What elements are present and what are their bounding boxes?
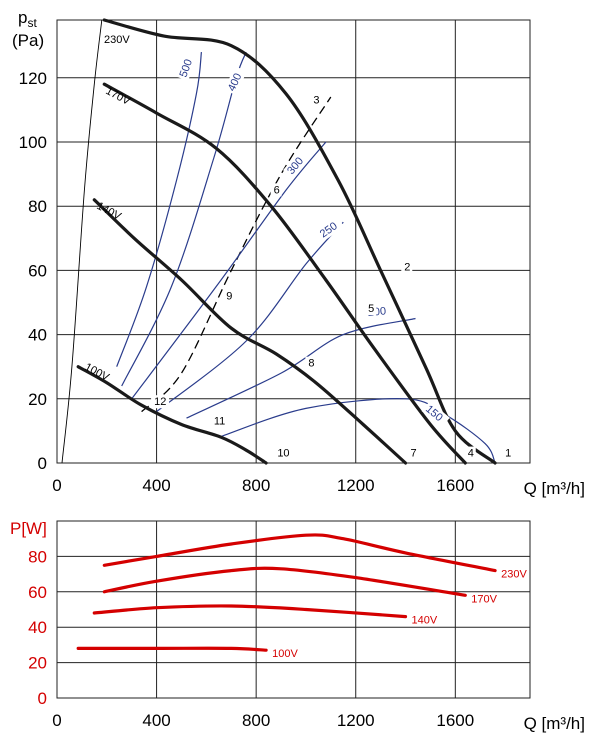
y-tick-label: 40 [28,326,47,345]
y-axis-label: pst [18,8,37,30]
y-tick-label: 0 [38,454,47,473]
voltage-label-230V: 230V [104,34,130,46]
point-label-bg [274,446,293,460]
point-label-4: 4 [468,448,474,460]
power-label-100V: 100V [272,648,298,660]
voltage-curve-140V [92,198,408,465]
y-axis-label-subscript: st [27,16,37,30]
efficiency-label-bg [421,401,450,428]
efficiency-label-bg [175,52,198,81]
pressure-chart: 0 400 800 1200 1600 0 20 40 60 80 100 120 pst(Pa) Q [… [12,8,585,498]
point-label-bg [407,446,419,460]
point-label-1: 1 [505,448,511,460]
x-tick-label: 1600 [436,476,474,495]
x-tick-label: 0 [52,711,61,730]
point-label-9: 9 [226,290,232,302]
efficiency-label-bg [224,66,247,96]
efficiency-curve-500 [116,52,202,367]
point-label-7: 7 [411,448,417,460]
point-label-11: 11 [214,415,225,427]
point-label-bg [270,183,282,197]
voltage-curve-230V [102,18,497,465]
y-tick-label: 100 [19,133,47,152]
y-tick-label: 20 [28,390,47,409]
efficiency-curve-200 [186,317,416,419]
x-tick-label: 1600 [436,711,474,730]
point-label-8: 8 [308,358,314,370]
voltage-curve-100V [76,365,268,465]
efficiency-label-500: 500 [178,58,196,79]
power-label-230V: 230V [501,569,527,581]
point-label-bg [464,446,476,460]
point-label-5: 5 [368,303,374,315]
power-curve-140V [92,604,408,619]
power-curve-100V [76,646,268,652]
efficiency-curve-250 [156,221,344,413]
plot-frame [56,520,531,699]
x-tick-label: 800 [242,476,270,495]
efficiency-label-bg [283,150,310,179]
point-label-bg [210,414,229,428]
efficiency-curve-300 [131,141,327,400]
voltage-label-170V: 170V [104,85,133,108]
point-label-3: 3 [313,94,319,106]
point-label-bg [502,446,514,460]
y-tick-label: 0 [38,689,47,708]
system-dashed-curve [141,96,332,413]
y-tick-label: 40 [28,618,47,637]
y-tick-label: 80 [28,197,47,216]
power-curve-230V [102,533,497,573]
y-tick-label: 20 [28,654,47,673]
x-tick-label: 1200 [337,476,375,495]
voltage-label-140V: 140V [95,200,124,223]
power-curve-170V [102,566,467,597]
efficiency-curve-150 [218,398,496,464]
power-label-140V: 140V [412,615,438,627]
point-label-bg [151,395,170,409]
x-tick-label: 800 [242,711,270,730]
x-tick-label: 1200 [337,711,375,730]
y-tick-label: 80 [28,547,47,566]
system-thin-curve [61,19,103,464]
x-tick-label: 400 [142,711,170,730]
plot-frame [56,19,531,464]
y-axis-unit: (Pa) [12,31,44,50]
x-tick-label: 400 [142,476,170,495]
point-label-bg [223,289,235,303]
point-label-bg [365,302,377,316]
point-label-12: 12 [154,396,166,408]
y-tick-label: 120 [19,69,47,88]
x-axis-label: Q [m³/h] [524,714,585,733]
x-axis-label: Q [m³/h] [524,479,585,498]
power-chart: 0 400 800 1200 1600 0 20 40 60 80 P[W] Q [m³/h] 230V… [10,519,585,733]
y-tick-label: 60 [28,583,47,602]
point-label-6: 6 [274,184,280,196]
point-label-bg [310,93,322,107]
point-label-bg [401,260,413,274]
power-label-170V: 170V [471,593,497,605]
y-tick-label: 60 [28,261,47,280]
point-label-bg [305,356,317,370]
efficiency-label-bg [315,216,345,242]
y-axis-label: P[W] [10,519,47,538]
voltage-label-100V: 100V [83,361,112,384]
point-label-2: 2 [404,261,410,273]
x-tick-label: 0 [52,476,61,495]
voltage-curve-170V [102,82,467,465]
point-label-10: 10 [277,448,289,460]
